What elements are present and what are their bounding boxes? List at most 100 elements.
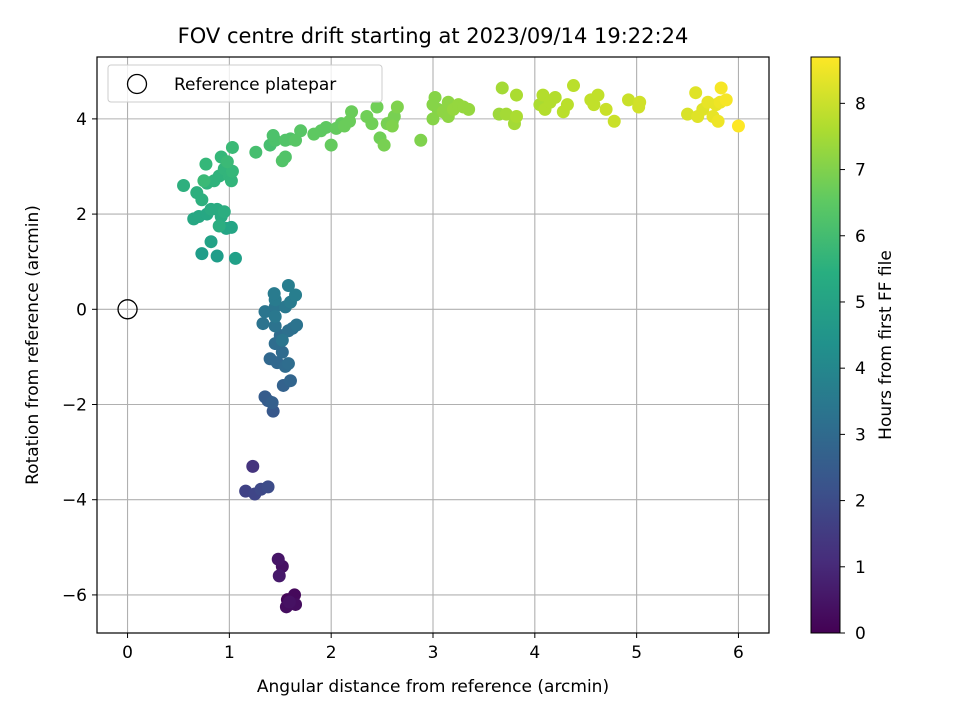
reference-platepar-marker xyxy=(117,299,138,320)
data-points xyxy=(177,79,745,614)
x-axis-label: Angular distance from reference (arcmin) xyxy=(257,677,609,697)
x-tick-label: 1 xyxy=(224,643,235,663)
data-point xyxy=(275,333,289,347)
data-point xyxy=(256,317,270,331)
data-point xyxy=(289,288,303,302)
colorbar-tick-label: 4 xyxy=(855,359,866,379)
data-point xyxy=(714,81,728,95)
data-point xyxy=(462,102,476,116)
data-point xyxy=(711,114,725,128)
x-tick-label: 6 xyxy=(733,643,744,663)
y-axis-label: Rotation from reference (arcmin) xyxy=(23,205,43,485)
y-tick-label: 4 xyxy=(76,110,87,130)
data-point xyxy=(217,205,231,219)
data-point xyxy=(591,88,605,102)
colorbar-tick-label: 7 xyxy=(855,161,866,181)
x-tick-label: 5 xyxy=(631,643,642,663)
colorbar-gradient xyxy=(810,56,841,634)
data-point xyxy=(265,396,279,410)
y-tick-label: 2 xyxy=(76,205,87,225)
data-point xyxy=(228,251,242,265)
data-point xyxy=(195,247,209,261)
y-tick-label: −2 xyxy=(62,396,87,416)
data-point xyxy=(195,193,209,207)
data-point xyxy=(271,552,285,566)
data-point xyxy=(220,155,234,169)
data-point xyxy=(719,93,733,107)
data-point xyxy=(633,95,647,109)
x-tick-label: 4 xyxy=(529,643,540,663)
y-tick-label: −4 xyxy=(62,491,87,511)
data-point xyxy=(275,345,289,359)
data-point xyxy=(365,117,379,131)
data-point xyxy=(283,374,297,388)
data-point xyxy=(225,140,239,154)
colorbar: 0 1 2 3 4 5 6 7 8 Hours from first FF file xyxy=(810,56,896,644)
y-tick-label: −6 xyxy=(62,586,87,606)
grid-lines xyxy=(97,57,769,633)
data-point xyxy=(689,86,703,100)
data-point xyxy=(294,124,308,138)
y-tick-label: 0 xyxy=(76,300,87,320)
data-point xyxy=(290,318,304,332)
data-point xyxy=(210,249,224,263)
data-point xyxy=(212,219,226,233)
x-axis-ticks: 0 1 2 3 4 5 6 xyxy=(122,633,744,663)
data-point xyxy=(224,220,238,234)
data-point xyxy=(199,157,213,171)
legend-marker-reference xyxy=(126,73,148,95)
data-point xyxy=(560,98,574,112)
data-point xyxy=(267,287,281,301)
data-point xyxy=(548,90,562,104)
data-point xyxy=(272,569,286,583)
data-point xyxy=(495,81,509,95)
data-point xyxy=(621,93,635,107)
data-point xyxy=(390,100,404,114)
colorbar-tick-label: 5 xyxy=(855,293,866,313)
legend-entry-reference: Reference platepar xyxy=(174,75,336,95)
colorbar-tick-label: 8 xyxy=(855,94,866,114)
data-point xyxy=(246,459,260,473)
data-point xyxy=(385,119,399,133)
colorbar-tick-label: 3 xyxy=(855,425,866,445)
data-point xyxy=(319,120,333,134)
data-point xyxy=(370,100,384,114)
data-point xyxy=(225,164,239,178)
colorbar-tick-label: 2 xyxy=(855,492,866,512)
colorbar-tick-label: 0 xyxy=(855,624,866,644)
data-point xyxy=(324,138,338,152)
data-point xyxy=(377,138,391,152)
data-point xyxy=(266,129,280,143)
data-point xyxy=(282,595,296,609)
data-point xyxy=(258,305,272,319)
data-point xyxy=(567,79,581,93)
data-point xyxy=(275,154,289,168)
data-point xyxy=(197,174,211,188)
y-axis-ticks: −6 −4 −2 0 2 4 xyxy=(62,110,97,606)
data-point xyxy=(426,112,440,126)
data-point xyxy=(428,90,442,104)
data-point xyxy=(509,88,523,102)
data-point xyxy=(268,319,282,333)
data-point xyxy=(599,102,613,116)
data-point xyxy=(177,179,191,193)
data-point xyxy=(731,119,745,133)
legend: Reference platepar xyxy=(107,64,383,103)
colorbar-ticks: 0 1 2 3 4 5 6 7 8 xyxy=(840,94,866,644)
data-point xyxy=(607,114,621,128)
data-point xyxy=(204,235,218,249)
colorbar-tick-label: 1 xyxy=(855,558,866,578)
data-point xyxy=(261,480,275,494)
colorbar-label: Hours from first FF file xyxy=(876,250,896,440)
data-point xyxy=(268,309,282,323)
x-tick-label: 0 xyxy=(122,643,133,663)
data-point xyxy=(414,133,428,147)
data-point xyxy=(281,357,295,371)
colorbar-tick-label: 6 xyxy=(855,227,866,247)
data-point xyxy=(289,133,303,147)
chart-title: FOV centre drift starting at 2023/09/14 … xyxy=(178,24,689,48)
data-point xyxy=(249,145,263,159)
data-point xyxy=(224,174,238,188)
data-point xyxy=(509,110,523,124)
